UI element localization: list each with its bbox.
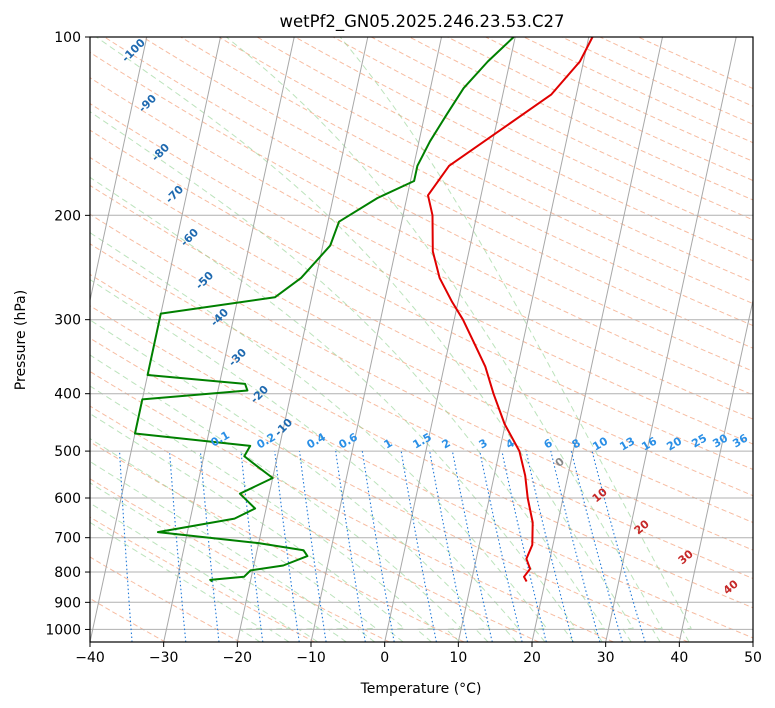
mixing-ratio-line [501, 450, 547, 642]
moist-adiabat-line [90, 111, 606, 642]
mixing-ratio-line [451, 450, 493, 642]
mixing-ratio-line [298, 451, 327, 642]
x-tick-label: 40 [670, 650, 688, 666]
skewed-isotherms [0, 37, 753, 642]
isotherm-line [384, 37, 516, 642]
mixing-ratio-line [525, 450, 574, 642]
plot-background [90, 37, 753, 642]
moist-adiabat-line [90, 232, 548, 642]
dewpoint-profile-line [134, 37, 515, 583]
isotherm-line [0, 37, 73, 642]
dry-adiabat-line [90, 243, 753, 580]
moist-adiabat-line [90, 438, 378, 642]
moist-adiabats [90, 37, 692, 642]
x-tick-label: −20 [223, 650, 253, 666]
mixing-ratio-line [400, 451, 437, 642]
moist-adiabat-line [90, 354, 463, 642]
mixing-ratio-line [199, 451, 220, 642]
isotherm-line [752, 639, 753, 642]
moist-adiabat-line [96, 37, 634, 642]
mixing-ratio-line [591, 450, 646, 642]
mixing-ratio-line [335, 451, 366, 642]
y-axis: 100 200 300 400 500 600 700 800 900 1000 [45, 30, 90, 638]
x-tick-label: 0 [380, 650, 389, 666]
dry-adiabat-line [90, 51, 753, 396]
y-axis-title: Pressure (hPa) [13, 290, 29, 390]
y-tick-label: 800 [54, 565, 81, 581]
dry-adiabat-line [90, 184, 753, 524]
moist-adiabat-line [90, 319, 491, 642]
y-tick-label: 400 [54, 387, 81, 403]
isotherm-line [163, 37, 295, 642]
isotherm-line [605, 37, 737, 642]
y-tick-label: 700 [54, 531, 81, 547]
y-tick-label: 100 [54, 30, 81, 46]
x-axis: −40 −30 −20 −10 0 10 20 30 40 50 [75, 642, 762, 666]
grid [90, 37, 753, 630]
dry-adiabat-line [90, 441, 465, 642]
mixing-ratio-line [240, 451, 264, 642]
moist-adiabat-line [90, 413, 406, 642]
moist-adiabat-line [90, 482, 321, 642]
mixing-ratio-lines [119, 450, 646, 642]
mixing-ratio-line [169, 451, 187, 642]
dry-adiabat-line [90, 337, 689, 642]
x-tick-label: −10 [296, 650, 326, 666]
isotherm-line [310, 37, 442, 642]
dry-adiabat-line [90, 156, 753, 497]
y-tick-label: 200 [54, 208, 81, 224]
x-axis-title: Temperature (°C) [360, 681, 482, 697]
dry-adiabat-line [90, 103, 753, 445]
isotherm-line [531, 37, 663, 642]
isotherm-line [678, 297, 753, 642]
x-tick-label: 30 [597, 650, 615, 666]
mixing-ratio-line [429, 451, 469, 642]
x-tick-label: 10 [449, 650, 467, 666]
dry-adiabat-line [90, 597, 166, 642]
moist-adiabat-line [90, 278, 520, 642]
mixing-ratio-line [479, 450, 523, 642]
sounding-series [134, 37, 594, 583]
chart-title: wetPf2_GN05.2025.246.23.53.C27 [280, 12, 565, 32]
dry-adiabat-line [142, 37, 753, 349]
x-tick-label: 50 [744, 650, 762, 666]
dry-adiabat-line [90, 516, 315, 642]
mixing-ratio-line [274, 451, 300, 642]
dry-adiabat-line [90, 405, 540, 642]
y-tick-label: 300 [54, 313, 81, 329]
dry-adiabat-line [90, 213, 753, 551]
isotherm-line [457, 37, 590, 642]
mixing-ratio-line [570, 450, 623, 642]
moist-adiabat-line [226, 37, 663, 642]
isotherm-line [90, 37, 148, 303]
moist-adiabat-line [90, 176, 577, 642]
y-tick-label: 600 [54, 491, 81, 507]
x-tick-label: −40 [75, 650, 105, 666]
dry-adiabat-line [90, 273, 753, 609]
plot-frame [89, 36, 754, 643]
x-tick-label: −30 [149, 650, 179, 666]
y-tick-label: 900 [54, 595, 81, 611]
y-tick-label: 1000 [45, 622, 81, 638]
temperature-profile-line [427, 37, 594, 582]
moist-adiabat-line [339, 37, 692, 642]
mixing-ratio-line [550, 450, 601, 642]
dry-adiabat-line [90, 370, 614, 642]
dry-adiabat-line [104, 37, 753, 372]
y-tick-label: 500 [54, 444, 81, 460]
x-tick-label: 20 [523, 650, 541, 666]
isotherm-line [236, 37, 369, 642]
